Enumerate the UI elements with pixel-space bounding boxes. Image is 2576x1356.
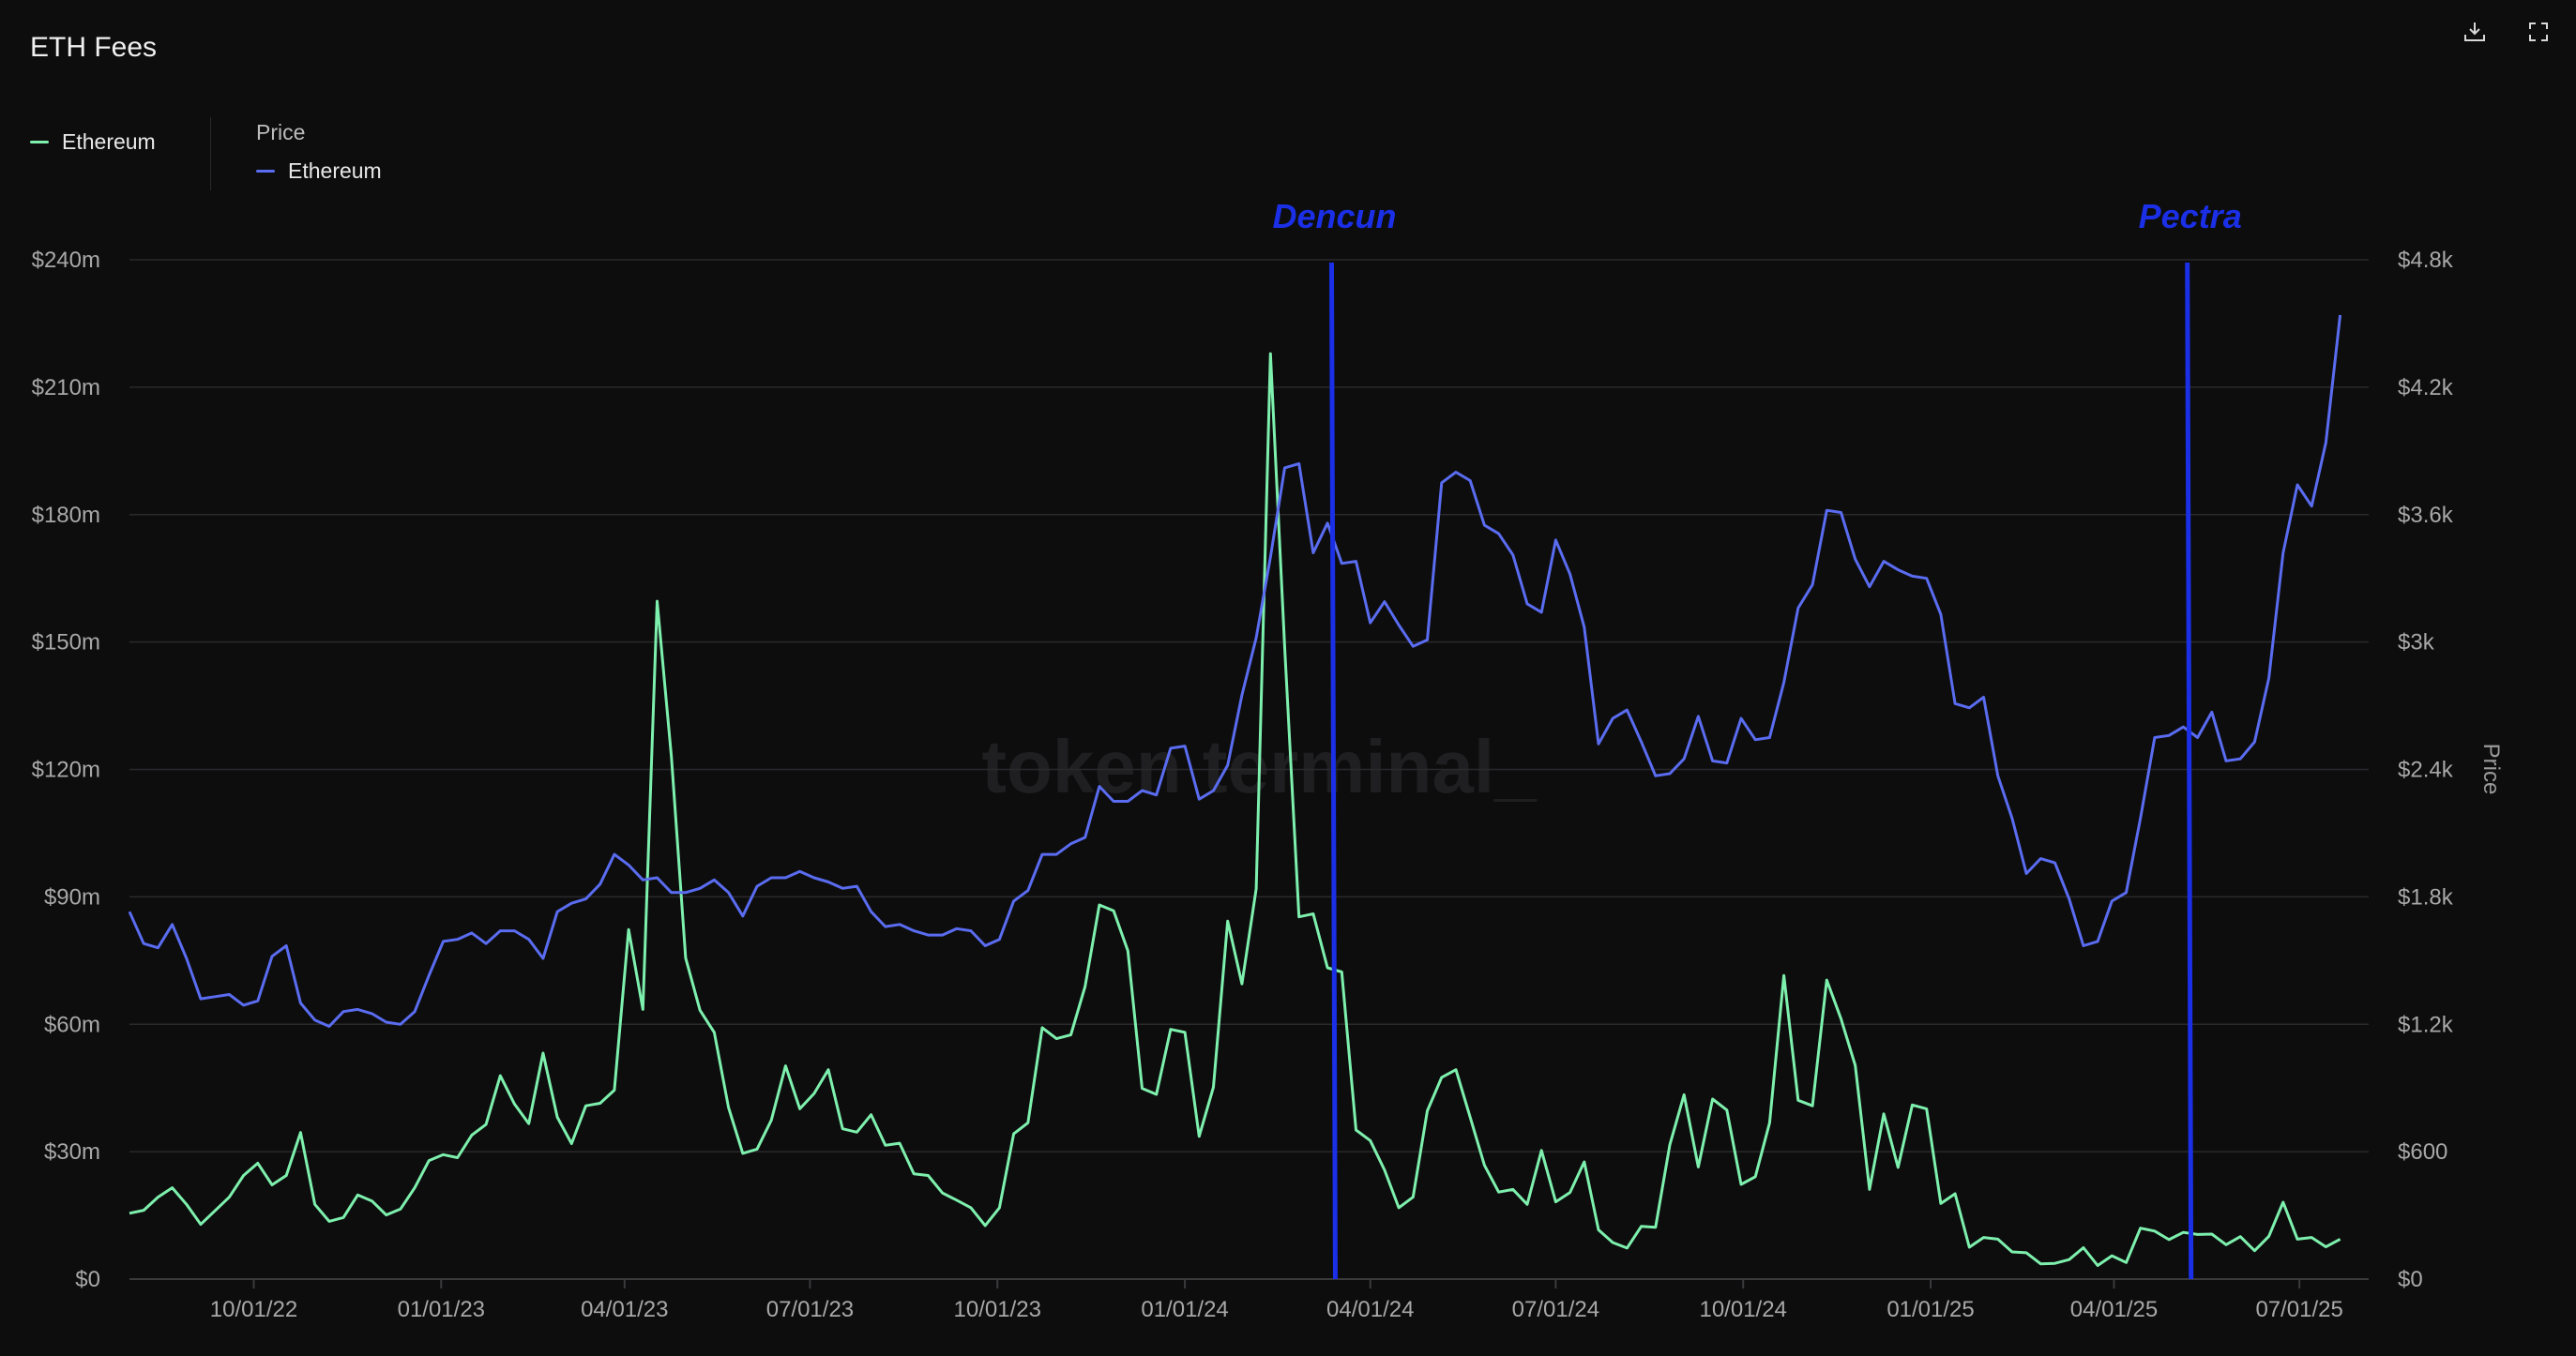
gridlines — [129, 259, 2369, 1280]
y-right-tick-label: $1.2k — [2398, 1012, 2454, 1037]
price-series-line — [128, 314, 2342, 1028]
y-left-tick-label: $0 — [75, 1267, 100, 1292]
x-tick-label: 10/01/22 — [210, 1297, 297, 1322]
y-left-tick-label: $150m — [32, 630, 100, 655]
y-left-tick-label: $30m — [44, 1139, 100, 1165]
event-markers: Dencun Pectra — [1272, 197, 2242, 1280]
y-right-tick-label: $3.6k — [2398, 503, 2454, 528]
y-left-tick-label: $240m — [32, 248, 100, 273]
y-left-tick-label: $120m — [32, 758, 100, 783]
y-left-tick-label: $60m — [44, 1012, 100, 1037]
legend-label-fees: Ethereum — [62, 129, 156, 154]
y-right-tick-label: $3k — [2398, 630, 2435, 655]
legend-price-header: Price — [256, 120, 306, 144]
y-right-tick-label: $2.4k — [2398, 758, 2454, 783]
series-lines — [128, 314, 2342, 1267]
chart-title: ETH Fees — [30, 32, 158, 63]
y-left-tick-label: $90m — [44, 884, 100, 910]
y-right-tick-label: $4.2k — [2398, 375, 2454, 400]
legend-item-price[interactable]: Ethereum — [256, 158, 382, 184]
event-line — [2185, 262, 2194, 1280]
event-label: Pectra — [2139, 197, 2242, 235]
y-left-tick-label: $180m — [32, 503, 100, 528]
event-line — [1328, 262, 1338, 1280]
x-tick-label: 07/01/24 — [1512, 1297, 1599, 1322]
legend-fees[interactable]: Ethereum — [30, 129, 156, 155]
legend-divider — [210, 117, 211, 190]
x-tick-label: 04/01/24 — [1326, 1297, 1414, 1322]
y-right-tick-label: $600 — [2398, 1139, 2447, 1165]
chart-toolbar — [2462, 19, 2552, 45]
y-axis-right-label: Price — [2478, 744, 2504, 795]
x-tick-label: 04/01/25 — [2070, 1297, 2158, 1322]
legend-swatch-price — [256, 170, 275, 173]
x-tick-label: 10/01/24 — [1699, 1297, 1786, 1322]
y-left-tick-label: $210m — [32, 375, 100, 400]
y-right-tick-label: $0 — [2398, 1267, 2423, 1292]
x-tick-label: 01/01/23 — [398, 1297, 485, 1322]
x-tick-label: 07/01/23 — [766, 1297, 854, 1322]
legend-price: Price Ethereum — [256, 120, 382, 184]
event-label: Dencun — [1272, 197, 1396, 235]
x-tick-label: 04/01/23 — [581, 1297, 668, 1322]
x-tick-label: 07/01/25 — [2255, 1297, 2342, 1322]
expand-icon[interactable] — [2525, 19, 2552, 45]
y-axis-left: $0 $30m $60m $90m $120m $150m $180m $210m $240m — [32, 248, 100, 1292]
download-icon[interactable] — [2462, 19, 2488, 45]
x-tick-label: 10/01/23 — [954, 1297, 1041, 1322]
y-right-tick-label: $4.8k — [2398, 248, 2454, 273]
fees-series-line — [129, 352, 2341, 1267]
y-right-tick-label: $1.8k — [2398, 884, 2454, 910]
x-tick-label: 01/01/24 — [1141, 1297, 1228, 1322]
x-axis: 10/01/22 01/01/23 04/01/23 07/01/23 10/01/23… — [129, 1278, 2369, 1322]
x-tick-label: 01/01/25 — [1887, 1297, 1974, 1322]
y-axis-right: $0 $600 $1.2k $1.8k $2.4k $3k $3.6k $4.2k $4.8k — [2398, 248, 2454, 1292]
legend-swatch-fees — [30, 141, 49, 143]
legend-label-price: Ethereum — [288, 158, 382, 183]
